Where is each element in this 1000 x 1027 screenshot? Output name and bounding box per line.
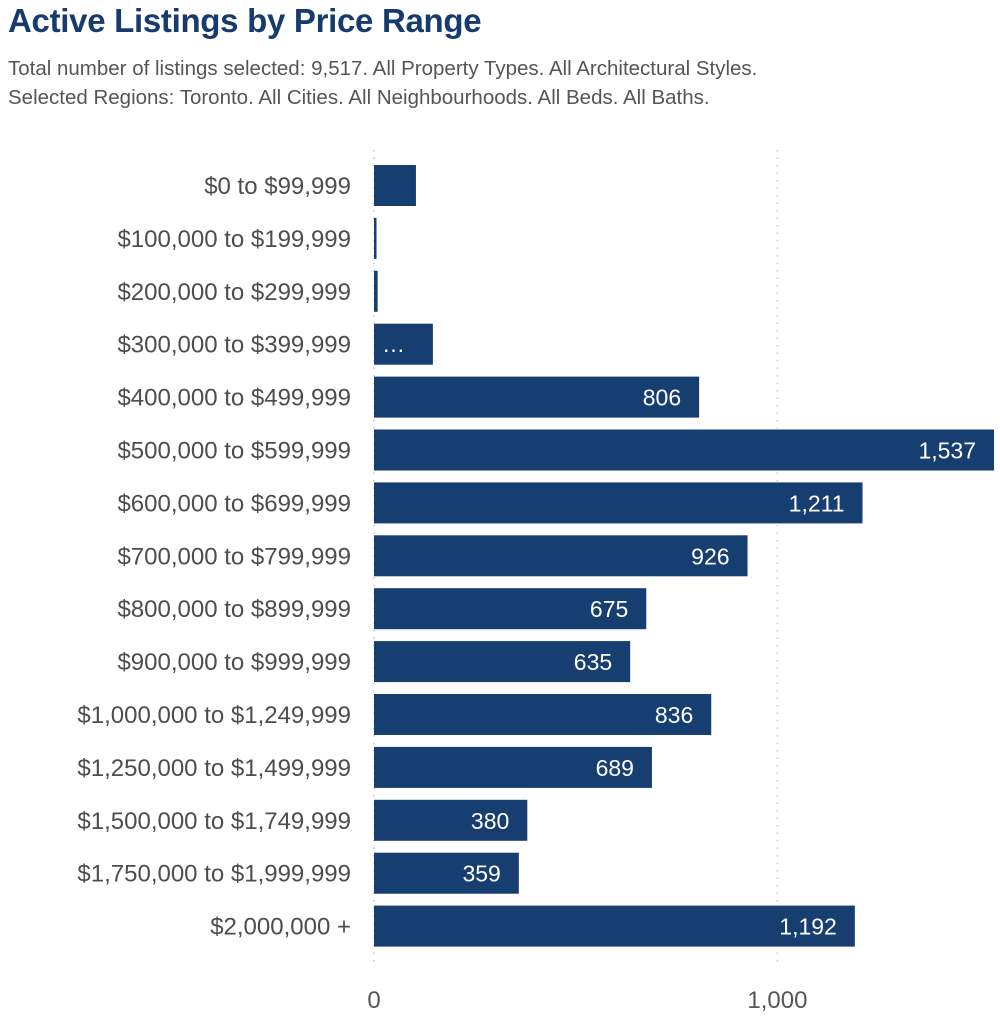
bar[interactable]	[374, 799, 528, 841]
bar[interactable]	[374, 535, 748, 577]
bar[interactable]	[374, 270, 378, 312]
category-label: $1,000,000 to $1,249,999	[77, 702, 351, 729]
category-label: $700,000 to $799,999	[117, 543, 351, 570]
data-label: 836	[655, 702, 693, 728]
category-label: $2,000,000 +	[210, 914, 351, 941]
chart-subtitle-line-2: Selected Regions: Toronto. All Cities. A…	[8, 86, 710, 109]
bar[interactable]	[374, 165, 416, 206]
data-label: 635	[574, 649, 612, 675]
data-label: 675	[590, 596, 628, 622]
bar[interactable]	[374, 429, 995, 471]
category-label: $800,000 to $899,999	[117, 596, 351, 623]
data-label: 689	[596, 755, 634, 781]
bar[interactable]	[374, 482, 863, 524]
category-label: $300,000 to $399,999	[117, 332, 351, 359]
category-label: $1,750,000 to $1,999,999	[77, 861, 351, 888]
data-label: 380	[471, 808, 509, 834]
data-label: 1,211	[789, 490, 845, 516]
bar[interactable]	[374, 641, 631, 683]
category-label: $0 to $99,999	[204, 173, 351, 200]
bar[interactable]	[374, 852, 519, 894]
category-label: $200,000 to $299,999	[117, 279, 351, 306]
data-label: …	[382, 331, 405, 357]
x-tick-label: 0	[367, 987, 380, 1014]
bar[interactable]	[374, 376, 700, 418]
data-label: 926	[691, 543, 729, 569]
category-label: $900,000 to $999,999	[117, 649, 351, 676]
data-label: 1,192	[779, 914, 837, 940]
bar[interactable]	[374, 323, 433, 365]
data-label: 806	[643, 385, 681, 411]
category-label: $500,000 to $599,999	[117, 438, 351, 465]
category-label: $100,000 to $199,999	[117, 226, 351, 253]
bar[interactable]	[374, 905, 855, 947]
bar[interactable]	[374, 694, 712, 735]
bar[interactable]	[374, 746, 652, 788]
data-label: 1,537	[918, 438, 976, 464]
chart-subtitle-line-1: Total number of listings selected: 9,517…	[8, 57, 758, 80]
category-label: $400,000 to $499,999	[117, 385, 351, 412]
x-tick-label: 1,000	[747, 987, 807, 1014]
data-label: 359	[462, 861, 500, 887]
bar[interactable]	[374, 217, 377, 259]
bar[interactable]	[374, 588, 647, 630]
category-label: $1,250,000 to $1,499,999	[77, 755, 351, 782]
category-label: $1,500,000 to $1,749,999	[77, 808, 351, 835]
chart-title: Active Listings by Price Range	[8, 2, 482, 39]
category-label: $600,000 to $699,999	[117, 490, 351, 517]
